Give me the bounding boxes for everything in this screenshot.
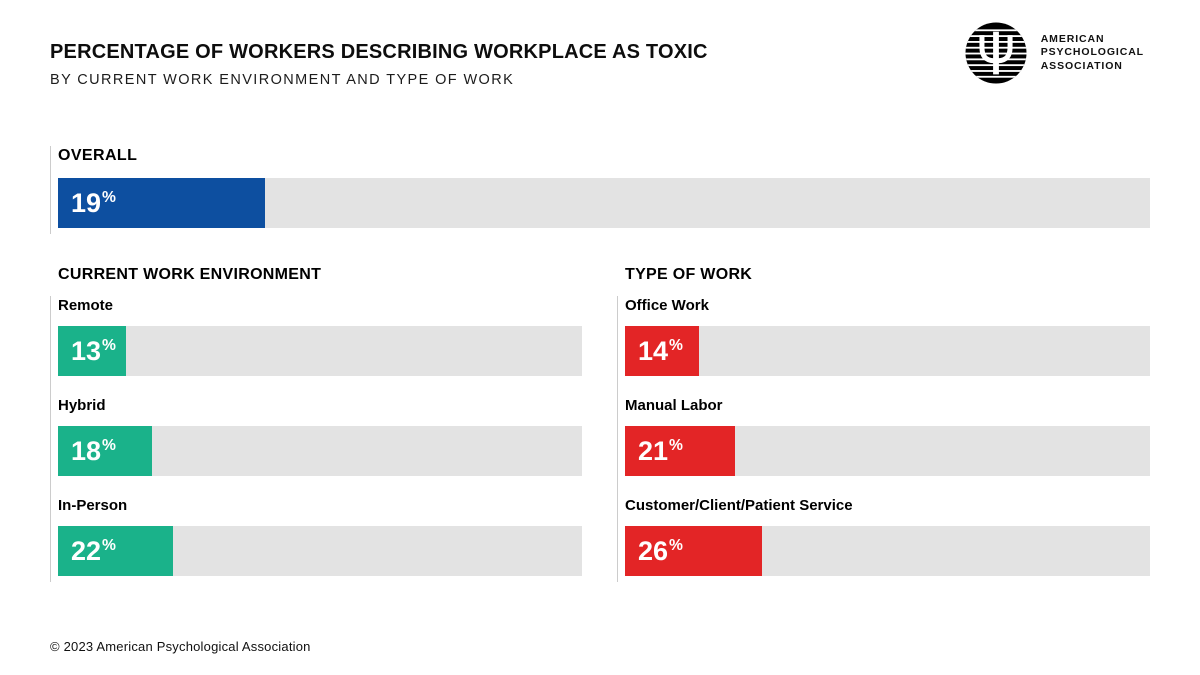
- percent-sign: %: [102, 337, 116, 354]
- bar-value: 14: [638, 335, 669, 366]
- apa-logo: AMERICAN PSYCHOLOGICAL ASSOCIATION: [965, 22, 1144, 84]
- bar-value: 26: [638, 535, 669, 566]
- bar-track: 18%: [58, 426, 582, 476]
- page-subtitle: BY CURRENT WORK ENVIRONMENT AND TYPE OF …: [50, 72, 515, 88]
- bar-track: 21%: [625, 426, 1150, 476]
- percent-sign: %: [669, 537, 683, 554]
- percent-sign: %: [669, 337, 683, 354]
- percent-sign: %: [102, 437, 116, 454]
- percent-sign: %: [102, 189, 116, 206]
- bar-value: 22: [71, 535, 102, 566]
- apa-wordmark-line-1: AMERICAN: [1040, 32, 1105, 45]
- bar-label: Hybrid: [58, 397, 106, 414]
- overall-bar-fill: 19%: [58, 178, 266, 228]
- bar-value: 18: [71, 435, 102, 466]
- page-title: PERCENTAGE OF WORKERS DESCRIBING WORKPLA…: [50, 41, 708, 63]
- bar-track: 14%: [625, 326, 1150, 376]
- work-type-rows: Office Work 14% Manual Labor 21%: [617, 296, 1150, 582]
- overall-bar-value: 19: [71, 187, 102, 218]
- percent-sign: %: [102, 537, 116, 554]
- header: PERCENTAGE OF WORKERS DESCRIBING WORKPLA…: [50, 40, 1150, 89]
- bar-label: Manual Labor: [625, 397, 723, 414]
- overall-section: OVERALL 19%: [50, 146, 1150, 234]
- environment-section: CURRENT WORK ENVIRONMENT Remote 13% Hybr…: [50, 266, 582, 582]
- bar-track: 26%: [625, 526, 1150, 576]
- columns: CURRENT WORK ENVIRONMENT Remote 13% Hybr…: [50, 266, 1150, 582]
- environment-heading: CURRENT WORK ENVIRONMENT: [58, 266, 322, 283]
- bar-label: In-Person: [58, 497, 128, 514]
- bar-label: Customer/Client/Patient Service: [625, 497, 853, 514]
- overall-bar-track: 19%: [58, 178, 1150, 228]
- apa-wordmark-line-2: PSYCHOLOGICAL: [1040, 46, 1144, 59]
- apa-wordmark-line-3: ASSOCIATION: [1040, 59, 1123, 72]
- bar-fill: 21%: [625, 426, 736, 476]
- apa-psi-circle-icon: [965, 22, 1027, 84]
- bar-row-customer-service: Customer/Client/Patient Service 26%: [625, 496, 1150, 576]
- percent-sign: %: [669, 437, 683, 454]
- bar-track: 22%: [58, 526, 582, 576]
- bar-value: 13: [71, 335, 102, 366]
- overall-label: OVERALL: [58, 147, 138, 164]
- bar-label: Remote: [58, 297, 114, 314]
- bar-row-in-person: In-Person 22%: [58, 496, 582, 576]
- copyright-text: © 2023 American Psychological Associatio…: [50, 639, 311, 654]
- bar-fill: 26%: [625, 526, 762, 576]
- bar-row-manual-labor: Manual Labor 21%: [625, 396, 1150, 476]
- apa-wordmark: AMERICAN PSYCHOLOGICAL ASSOCIATION: [1041, 33, 1144, 74]
- bar-fill: 14%: [625, 326, 699, 376]
- bar-row-remote: Remote 13%: [58, 296, 582, 376]
- bar-value: 21: [638, 435, 669, 466]
- bar-fill: 18%: [58, 426, 153, 476]
- bar-label: Office Work: [625, 297, 709, 314]
- bar-track: 13%: [58, 326, 582, 376]
- bar-row-hybrid: Hybrid 18%: [58, 396, 582, 476]
- bar-fill: 22%: [58, 526, 174, 576]
- work-type-heading: TYPE OF WORK: [625, 266, 753, 283]
- environment-rows: Remote 13% Hybrid 18%: [50, 296, 582, 582]
- bar-row-office-work: Office Work 14%: [625, 296, 1150, 376]
- work-type-section: TYPE OF WORK Office Work 14% Manual Labo…: [617, 266, 1150, 582]
- bar-fill: 13%: [58, 326, 127, 376]
